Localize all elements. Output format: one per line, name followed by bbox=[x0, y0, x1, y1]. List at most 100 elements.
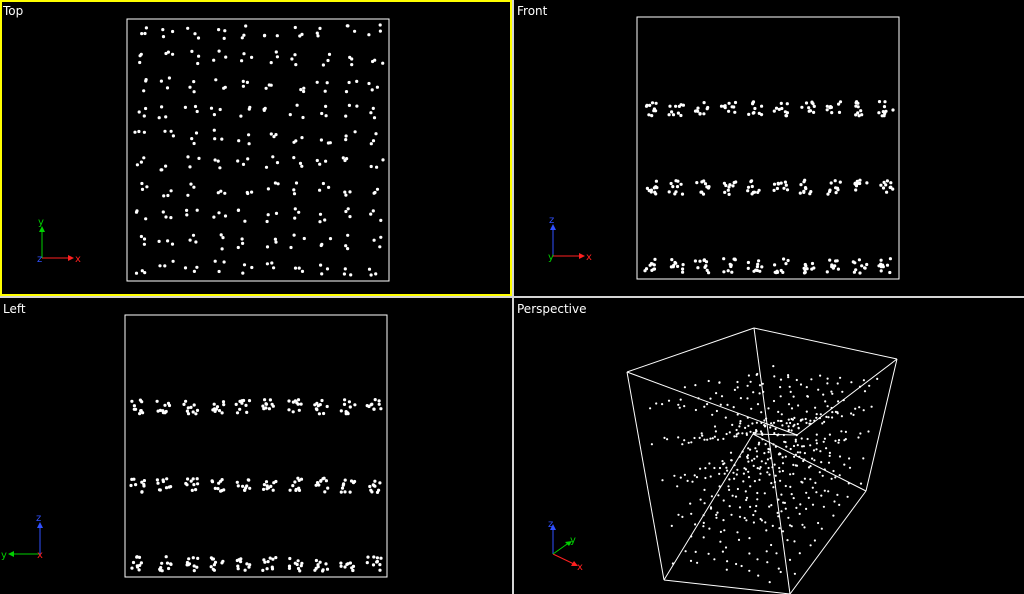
point bbox=[756, 403, 760, 406]
viewport-label-top[interactable]: Top bbox=[3, 4, 24, 18]
point bbox=[370, 88, 374, 92]
point bbox=[703, 438, 706, 441]
point-cloud-left-view bbox=[124, 314, 388, 578]
point bbox=[140, 181, 144, 186]
point bbox=[669, 181, 673, 186]
point bbox=[807, 496, 810, 499]
point bbox=[348, 405, 352, 409]
point bbox=[339, 409, 343, 413]
point bbox=[379, 556, 383, 560]
point bbox=[367, 33, 371, 37]
point bbox=[264, 406, 268, 410]
point bbox=[826, 192, 830, 196]
point bbox=[837, 400, 840, 403]
point bbox=[676, 111, 680, 115]
point bbox=[274, 50, 278, 54]
point bbox=[773, 463, 776, 466]
point bbox=[779, 479, 782, 482]
point bbox=[367, 81, 371, 86]
point bbox=[793, 455, 796, 458]
point bbox=[663, 436, 666, 439]
point bbox=[779, 452, 782, 456]
point bbox=[825, 108, 829, 112]
point bbox=[189, 479, 193, 483]
point bbox=[140, 32, 144, 36]
point bbox=[694, 408, 697, 412]
point bbox=[244, 24, 248, 28]
point bbox=[143, 31, 147, 36]
point bbox=[731, 423, 734, 426]
point bbox=[766, 561, 769, 564]
viewport-label-left[interactable]: Left bbox=[3, 302, 26, 316]
viewport-left[interactable]: Left y z x bbox=[0, 298, 512, 594]
point bbox=[759, 517, 762, 521]
point bbox=[755, 504, 758, 508]
point bbox=[318, 26, 322, 30]
point bbox=[648, 263, 652, 267]
point bbox=[769, 426, 772, 429]
point bbox=[369, 403, 373, 407]
point bbox=[854, 113, 858, 117]
point bbox=[722, 499, 725, 502]
point bbox=[248, 486, 252, 490]
point bbox=[821, 422, 824, 425]
point bbox=[852, 270, 856, 274]
point bbox=[264, 402, 269, 406]
point bbox=[789, 390, 792, 393]
point bbox=[757, 188, 761, 192]
point bbox=[236, 567, 240, 571]
point bbox=[788, 558, 792, 561]
point bbox=[787, 374, 790, 377]
point bbox=[704, 476, 707, 480]
point bbox=[321, 569, 325, 573]
point bbox=[877, 264, 881, 268]
point bbox=[142, 130, 146, 134]
point bbox=[164, 215, 168, 219]
point bbox=[241, 84, 245, 88]
point bbox=[834, 410, 837, 413]
point bbox=[830, 390, 833, 393]
point bbox=[190, 49, 194, 54]
point bbox=[155, 399, 159, 403]
point bbox=[314, 558, 318, 563]
point bbox=[709, 475, 712, 478]
point bbox=[369, 164, 373, 169]
point bbox=[316, 34, 320, 38]
point bbox=[240, 59, 244, 63]
point bbox=[661, 479, 664, 482]
point bbox=[804, 101, 809, 105]
point bbox=[197, 156, 201, 160]
viewport-label-front[interactable]: Front bbox=[517, 4, 548, 18]
point bbox=[296, 398, 301, 402]
point bbox=[217, 269, 221, 274]
point bbox=[691, 480, 694, 483]
point bbox=[713, 466, 716, 470]
point bbox=[378, 23, 382, 27]
point bbox=[343, 398, 347, 402]
point bbox=[826, 382, 829, 385]
point bbox=[767, 466, 770, 470]
viewport-top[interactable]: Top x y z bbox=[0, 0, 512, 296]
point bbox=[718, 466, 722, 470]
point bbox=[709, 397, 712, 400]
point bbox=[297, 488, 302, 492]
point bbox=[325, 404, 329, 409]
viewport-front[interactable]: Front x z y bbox=[514, 0, 1024, 296]
point bbox=[699, 498, 702, 501]
point bbox=[706, 403, 709, 406]
point bbox=[706, 438, 709, 441]
point bbox=[319, 138, 323, 142]
viewport-perspective[interactable]: Perspective x y z bbox=[514, 298, 1024, 594]
point bbox=[748, 569, 751, 572]
point bbox=[235, 480, 239, 484]
point bbox=[242, 52, 246, 56]
point bbox=[735, 562, 738, 566]
point bbox=[700, 180, 704, 184]
point bbox=[756, 498, 759, 501]
point bbox=[320, 398, 324, 403]
point bbox=[267, 407, 271, 411]
viewport-label-perspective[interactable]: Perspective bbox=[517, 302, 587, 316]
point bbox=[142, 242, 146, 246]
point bbox=[698, 436, 701, 439]
point bbox=[713, 435, 716, 438]
